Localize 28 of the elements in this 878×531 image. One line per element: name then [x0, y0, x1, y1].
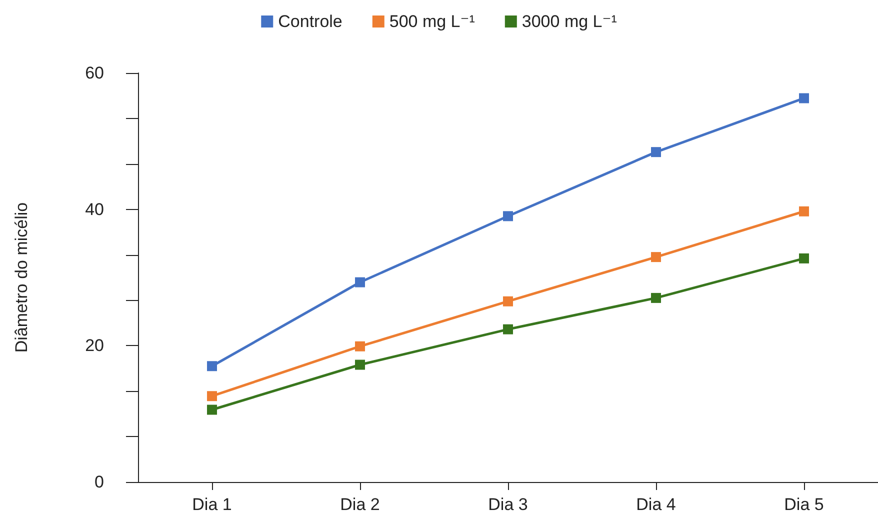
- y-tick-label: 60: [85, 64, 104, 82]
- x-tick-label: Dia 3: [488, 495, 528, 514]
- y-axis-title: Diâmetro do micélio: [12, 202, 31, 353]
- point: [355, 341, 365, 352]
- x-tick-label: Dia 2: [340, 495, 380, 514]
- point: [651, 252, 661, 262]
- x-tick-label: Dia 1: [192, 495, 232, 514]
- point: [355, 277, 365, 288]
- point: [503, 211, 513, 222]
- point: [651, 147, 661, 158]
- point: [503, 324, 513, 334]
- point: [799, 253, 809, 264]
- point: [799, 93, 809, 104]
- point: [207, 404, 217, 415]
- legend-label: 3000 mg L⁻¹: [522, 12, 618, 31]
- x-tick-label: Dia 5: [784, 495, 824, 514]
- x-tick-label: Dia 4: [636, 495, 676, 514]
- y-tick-label: 40: [85, 200, 104, 219]
- point: [651, 292, 661, 303]
- point: [207, 361, 217, 372]
- legend-label: Controle: [278, 12, 342, 31]
- y-tick-label: 0: [94, 472, 104, 492]
- point: [355, 360, 365, 370]
- y-tick-label: 20: [85, 336, 104, 356]
- point: [799, 206, 809, 216]
- point: [207, 391, 217, 402]
- legend-label: 500 mg L⁻¹: [389, 12, 476, 31]
- point: [503, 296, 513, 306]
